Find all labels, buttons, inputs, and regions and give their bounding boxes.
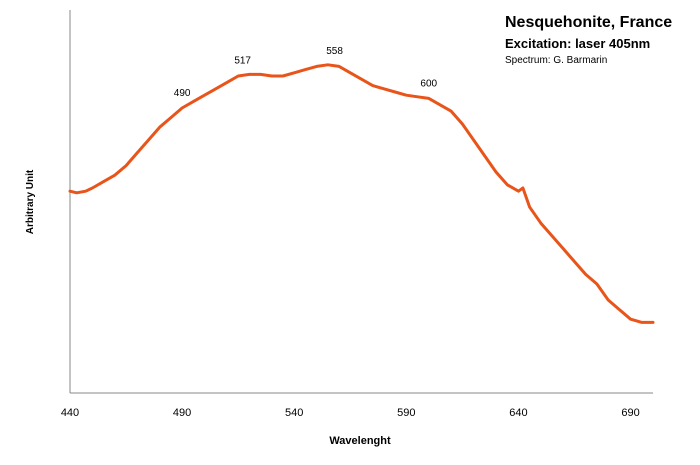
x-tick-label: 490 <box>173 407 191 419</box>
chart-subtitle: Excitation: laser 405nm <box>505 36 651 51</box>
x-tick-labels: 440 490 540 590 640 690 <box>61 407 640 419</box>
peak-label: 600 <box>420 78 437 89</box>
x-tick-label: 540 <box>285 407 303 419</box>
x-tick-label: 690 <box>621 407 639 419</box>
peak-label: 517 <box>234 55 251 66</box>
y-axis-label: Arbitrary Unit <box>25 169 36 234</box>
series-line <box>68 63 655 324</box>
peak-label: 490 <box>174 88 191 99</box>
x-tick-label: 440 <box>61 407 79 419</box>
x-tick-label: 590 <box>397 407 415 419</box>
x-axis-label: Wavelenght <box>329 435 391 447</box>
chart-title: Nesquehonite, France <box>505 14 673 31</box>
axes <box>69 10 653 394</box>
peak-label: 558 <box>326 46 343 57</box>
peak-annotations: 490 517 558 600 <box>174 46 438 99</box>
x-tick-label: 640 <box>509 407 527 419</box>
chart-title-block: Nesquehonite, France Excitation: laser 4… <box>505 12 672 68</box>
chart-credit: Spectrum: G. Barmarin <box>505 55 608 66</box>
